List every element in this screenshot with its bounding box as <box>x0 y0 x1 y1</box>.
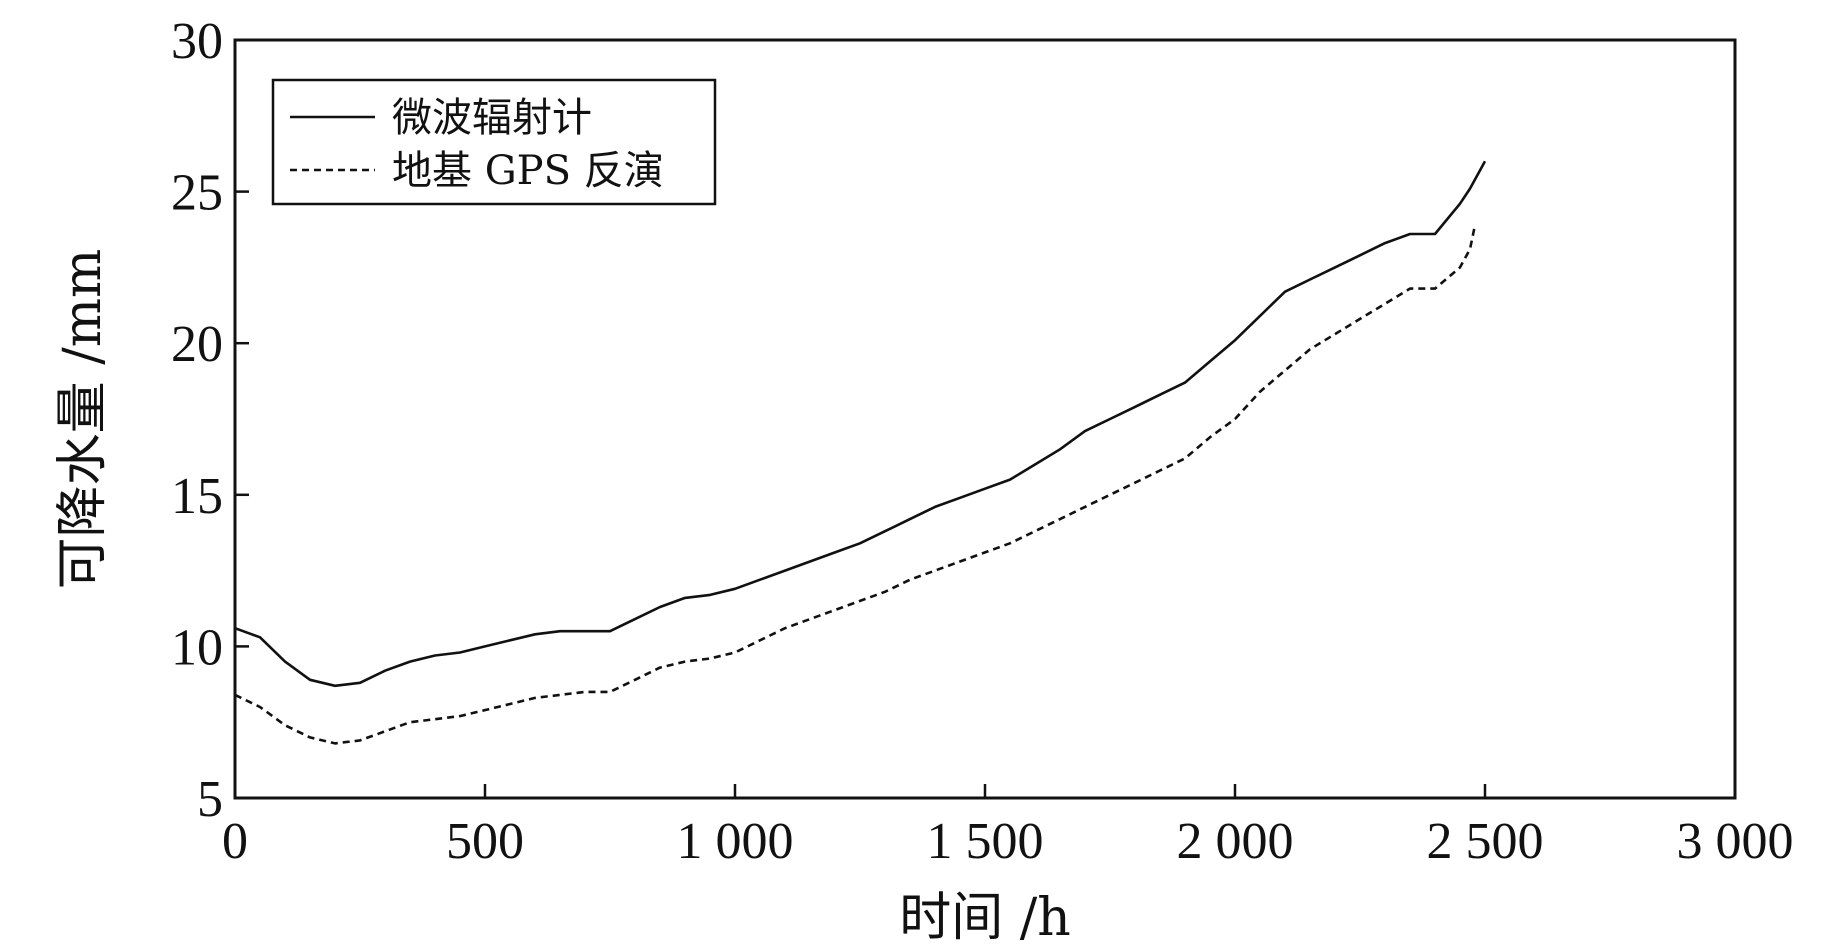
y-tick-label-1: 10 <box>171 619 223 676</box>
legend-label-microwave: 微波辐射计 <box>392 95 592 141</box>
legend: 微波辐射计 地基 GPS 反演 <box>271 78 717 206</box>
x-tick-label-4: 2 000 <box>1177 813 1294 870</box>
series-line-1 <box>234 224 1477 745</box>
y-tick-label-4: 25 <box>171 165 223 222</box>
series-line-0 <box>234 160 1487 688</box>
x-tick-label-3: 1 500 <box>927 813 1044 870</box>
series-layer <box>234 160 1487 745</box>
y-tick-label-0: 5 <box>197 771 223 828</box>
x-axis-title: 时间 /h <box>899 888 1071 945</box>
legend-label-gps: 地基 GPS 反演 <box>392 148 664 194</box>
legend-box <box>271 78 717 206</box>
x-tick-label-0: 0 <box>222 813 248 870</box>
axis-ticks: 0 500 1 000 1 500 2 000 2 500 3 000 5 10 15 20 25 30 <box>171 13 1794 870</box>
x-tick-label-1: 500 <box>446 813 524 870</box>
y-tick-label-2: 15 <box>171 468 223 525</box>
x-tick-label-6: 3 000 <box>1677 813 1794 870</box>
y-tick-label-3: 20 <box>171 316 223 373</box>
y-axis-title: 可降水量 /mm <box>53 249 113 590</box>
y-tick-label-5: 30 <box>171 13 223 70</box>
x-tick-label-5: 2 500 <box>1427 813 1544 870</box>
x-tick-label-2: 1 000 <box>677 813 794 870</box>
